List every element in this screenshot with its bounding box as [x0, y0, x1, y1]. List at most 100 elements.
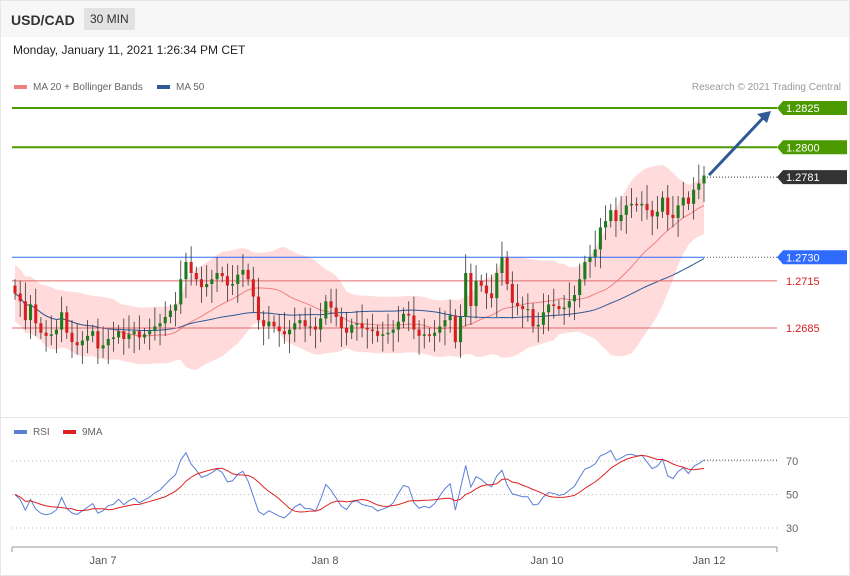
symbol-title: USD/CAD [11, 12, 75, 28]
rsi-level-label: 70 [786, 456, 798, 468]
candle [495, 273, 499, 299]
candle [521, 306, 525, 310]
candle [619, 214, 623, 222]
candle [101, 345, 105, 349]
last-price-tag [777, 170, 847, 185]
candle [142, 334, 147, 338]
candle [567, 301, 571, 308]
candle [661, 197, 665, 212]
candle [433, 332, 437, 336]
candle [18, 293, 22, 302]
rsi-9ma-line [14, 454, 705, 513]
candle [412, 315, 416, 330]
candle [262, 320, 266, 327]
legend-9ma-label: 9MA [82, 427, 103, 438]
candle [650, 210, 654, 217]
candle [184, 262, 188, 280]
candle [490, 293, 494, 299]
legend-rsi: RSI [14, 427, 50, 438]
candle [469, 273, 473, 306]
candle [85, 335, 90, 341]
candle [215, 273, 219, 280]
timeframe-button[interactable]: 30 MIN [84, 8, 135, 30]
candle [401, 313, 406, 322]
candle [464, 273, 468, 317]
legend-ma20-label: MA 20 + Bollinger Bands [33, 82, 143, 93]
candle [225, 276, 229, 286]
candle [246, 269, 250, 280]
candle [578, 279, 582, 295]
candle [127, 334, 131, 339]
candle [686, 197, 691, 204]
level-label: 1.2781 [786, 172, 820, 184]
candle [365, 328, 369, 330]
candle [609, 210, 613, 222]
rsi-level-label: 30 [786, 523, 798, 535]
candle [583, 262, 587, 280]
candle [272, 321, 276, 327]
candle [60, 312, 64, 330]
candle [194, 273, 198, 280]
candle [345, 328, 349, 333]
legend-swatch-icon [14, 85, 27, 90]
candle [179, 279, 183, 305]
candle [132, 331, 136, 335]
candle [536, 324, 540, 327]
rsi-level-label: 50 [786, 490, 798, 502]
legend-swatch-icon [157, 85, 170, 90]
candle [137, 331, 141, 338]
candle [697, 183, 701, 190]
candle [640, 203, 644, 206]
candle [355, 323, 359, 325]
candle [381, 334, 385, 336]
candle [122, 331, 126, 339]
candle [588, 257, 592, 262]
candle [282, 331, 286, 335]
candle [236, 274, 240, 284]
arrow-head-icon [757, 111, 771, 123]
candle [329, 301, 333, 308]
candle [75, 342, 79, 346]
level-label: 1.2730 [786, 252, 820, 264]
candle [111, 337, 115, 339]
candle [168, 310, 172, 317]
candle [44, 332, 48, 336]
candle [106, 339, 110, 346]
candle [339, 317, 343, 328]
candle [163, 317, 167, 324]
ma20-line [14, 205, 705, 337]
candle [49, 334, 53, 336]
candle [681, 197, 685, 206]
candle [370, 329, 374, 332]
candle [479, 280, 483, 286]
candle [174, 304, 178, 311]
level-tag [777, 250, 847, 265]
candle [484, 285, 488, 294]
candle [635, 203, 639, 206]
candle [65, 312, 69, 333]
candle [91, 331, 95, 336]
candle [598, 227, 602, 250]
x-tick-label: Jan 12 [692, 555, 725, 567]
candle [241, 269, 245, 275]
candle [593, 249, 597, 258]
level-label: 1.2825 [786, 103, 820, 115]
candle [505, 257, 509, 284]
credit-text: Research © 2021 Trading Central [691, 82, 841, 93]
legend-ma50-label: MA 50 [176, 82, 205, 93]
toolbar: USD/CAD 30 MIN [1, 1, 849, 37]
level-label: 1.2685 [786, 323, 820, 335]
x-tick-label: Jan 7 [90, 555, 117, 567]
candle [205, 284, 209, 288]
legend-rsi-label: RSI [33, 427, 50, 438]
candle [54, 329, 58, 335]
candle [13, 285, 17, 294]
candle [288, 329, 292, 335]
candle [189, 262, 193, 273]
candle [319, 318, 323, 330]
level-tag [777, 101, 847, 115]
candle [629, 203, 634, 206]
panel-divider [1, 417, 849, 418]
